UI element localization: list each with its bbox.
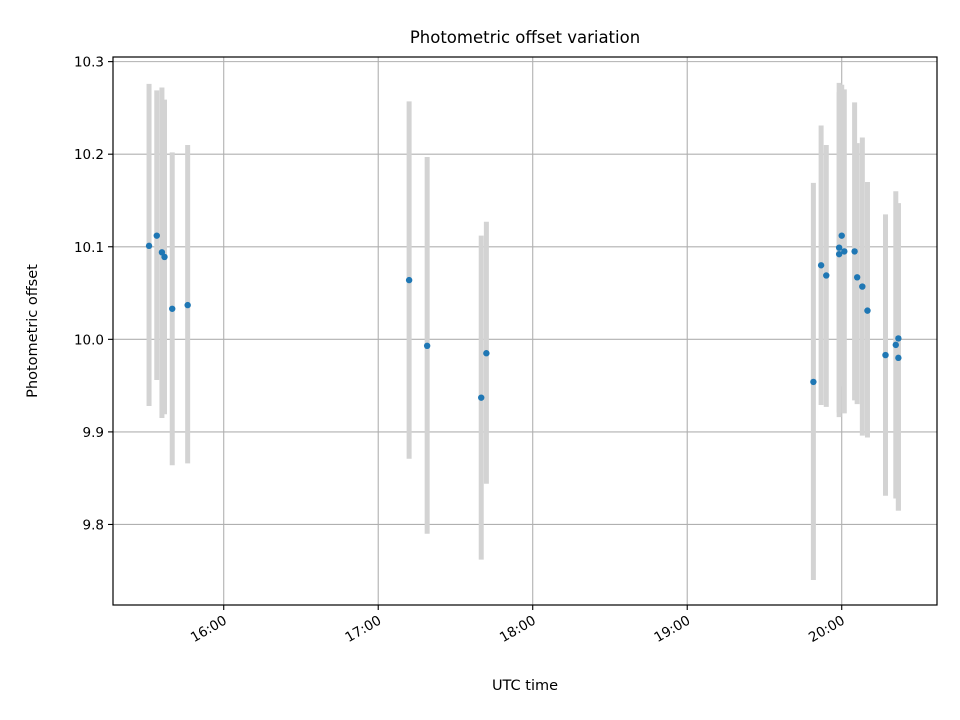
data-point [153, 232, 160, 239]
x-axis-label: UTC time [492, 678, 558, 694]
data-point [184, 301, 191, 309]
y-axis-ticks: 9.8 9.9 10.0 10.1 10.2 10.3 [74, 55, 113, 533]
y-tick-label: 10.0 [74, 332, 104, 348]
data-point [483, 350, 490, 357]
data-point [838, 232, 845, 239]
y-axis-label: Photometric offset [25, 264, 41, 398]
data-point [853, 274, 861, 281]
data-point [423, 342, 431, 350]
y-tick-label: 9.8 [83, 517, 104, 533]
data-point [835, 244, 843, 251]
y-tick-label: 10.3 [74, 55, 104, 71]
data-points [145, 232, 902, 401]
data-point [892, 341, 899, 349]
plot-frame [112, 56, 938, 606]
data-point [851, 248, 858, 255]
y-tick-label: 10.1 [74, 240, 104, 256]
data-point [810, 378, 817, 386]
data-point [895, 335, 902, 342]
data-point [841, 248, 848, 255]
data-point [145, 242, 153, 250]
data-point [405, 276, 413, 284]
y-tick-label: 9.9 [83, 425, 104, 441]
data-point [864, 307, 871, 314]
data-point [817, 262, 825, 269]
data-point [882, 351, 889, 359]
data-point [859, 283, 866, 290]
data-point [169, 305, 176, 312]
data-point [161, 253, 168, 261]
data-point [823, 272, 830, 279]
chart-title: Photometric offset variation [410, 28, 640, 47]
y-tick-label: 10.2 [74, 147, 104, 163]
data-point [835, 250, 843, 258]
data-point [895, 354, 902, 362]
data-point [478, 394, 485, 401]
grid-lines [113, 57, 937, 605]
